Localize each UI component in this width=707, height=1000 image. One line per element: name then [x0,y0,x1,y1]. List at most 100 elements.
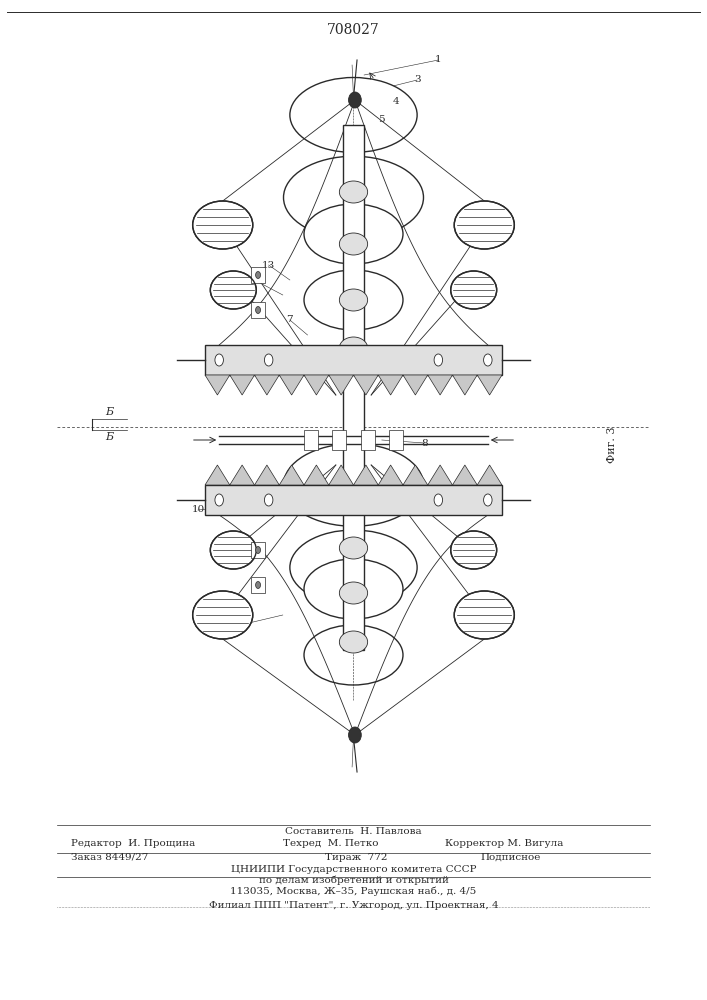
Ellipse shape [255,582,260,588]
Ellipse shape [264,494,273,506]
Polygon shape [230,375,255,395]
Polygon shape [354,375,378,395]
Text: 3: 3 [414,76,421,85]
Ellipse shape [434,494,443,506]
FancyBboxPatch shape [251,577,265,593]
Ellipse shape [339,233,368,255]
Ellipse shape [339,631,368,653]
Text: Корректор М. Вигула: Корректор М. Вигула [445,838,563,848]
Ellipse shape [284,444,423,526]
Ellipse shape [339,289,368,311]
Ellipse shape [255,546,260,554]
Ellipse shape [192,201,252,249]
Text: 10: 10 [192,506,204,514]
Polygon shape [205,465,230,485]
Text: Тираж  772: Тираж 772 [325,852,387,861]
Ellipse shape [304,204,403,264]
Ellipse shape [339,486,368,508]
Text: Техред  М. Петко: Техред М. Петко [283,838,378,848]
Polygon shape [304,465,329,485]
Text: по делам изобретений и открытий: по делам изобретений и открытий [259,875,448,885]
Text: 4: 4 [392,98,399,106]
Ellipse shape [255,306,260,314]
Ellipse shape [339,337,368,359]
Ellipse shape [255,271,260,278]
Polygon shape [452,465,477,485]
Polygon shape [403,375,428,395]
Text: Филиал ППП "Патент", г. Ужгород, ул. Проектная, 4: Филиал ППП "Патент", г. Ужгород, ул. Про… [209,902,498,910]
Text: 708027: 708027 [327,23,380,37]
Ellipse shape [339,537,368,559]
Polygon shape [255,465,279,485]
Text: Подписное: Подписное [481,852,541,861]
Polygon shape [378,465,403,485]
Ellipse shape [339,181,368,203]
Ellipse shape [290,530,417,605]
Text: 7: 7 [286,316,293,324]
Text: ЦНИИПИ Государственного комитета СССР: ЦНИИПИ Государственного комитета СССР [230,864,477,874]
FancyBboxPatch shape [343,125,364,650]
Polygon shape [428,375,452,395]
FancyBboxPatch shape [361,430,375,450]
Text: 9: 9 [442,495,449,504]
FancyBboxPatch shape [251,542,265,558]
Polygon shape [279,375,304,395]
FancyBboxPatch shape [205,485,502,515]
Polygon shape [255,375,279,395]
FancyBboxPatch shape [251,267,265,283]
Ellipse shape [290,78,417,152]
Text: 13: 13 [262,260,275,269]
Polygon shape [452,375,477,395]
Polygon shape [378,375,403,395]
Ellipse shape [304,559,403,619]
Text: 5: 5 [378,115,385,124]
Ellipse shape [192,591,252,639]
Ellipse shape [215,354,223,366]
Polygon shape [329,465,354,485]
Text: Составитель  Н. Павлова: Составитель Н. Павлова [285,828,422,836]
Ellipse shape [264,354,273,366]
FancyBboxPatch shape [304,430,318,450]
FancyBboxPatch shape [332,430,346,450]
Text: Редактор  И. Прощина: Редактор И. Прощина [71,838,195,848]
Ellipse shape [454,201,515,249]
FancyBboxPatch shape [389,430,403,450]
Ellipse shape [451,271,496,309]
Text: 8: 8 [421,438,428,448]
Ellipse shape [434,354,443,366]
Text: Б: Б [105,432,114,442]
Text: 113035, Москва, Ж–35, Раушская наб., д. 4/5: 113035, Москва, Ж–35, Раушская наб., д. … [230,886,477,896]
Text: Б: Б [105,407,114,417]
Polygon shape [279,465,304,485]
Text: 12: 12 [234,620,247,630]
Text: 11: 11 [227,550,240,560]
Polygon shape [230,465,255,485]
Text: 1: 1 [435,55,442,64]
Ellipse shape [484,494,492,506]
Polygon shape [304,375,329,395]
Polygon shape [477,465,502,485]
Ellipse shape [304,270,403,330]
Polygon shape [403,465,428,485]
Ellipse shape [451,531,496,569]
Ellipse shape [215,494,223,506]
Ellipse shape [284,156,423,239]
Ellipse shape [484,354,492,366]
Ellipse shape [339,582,368,604]
Ellipse shape [454,591,515,639]
Ellipse shape [211,271,256,309]
Text: Заказ 8449/27: Заказ 8449/27 [71,852,148,861]
FancyBboxPatch shape [205,345,502,375]
Ellipse shape [349,92,361,108]
Polygon shape [354,465,378,485]
Text: 6: 6 [251,275,258,284]
Ellipse shape [304,625,403,685]
Ellipse shape [211,531,256,569]
Polygon shape [329,375,354,395]
Polygon shape [477,375,502,395]
Polygon shape [205,375,230,395]
Text: Фиг. 3: Фиг. 3 [607,427,617,463]
Polygon shape [428,465,452,485]
FancyBboxPatch shape [251,302,265,318]
Ellipse shape [349,727,361,743]
